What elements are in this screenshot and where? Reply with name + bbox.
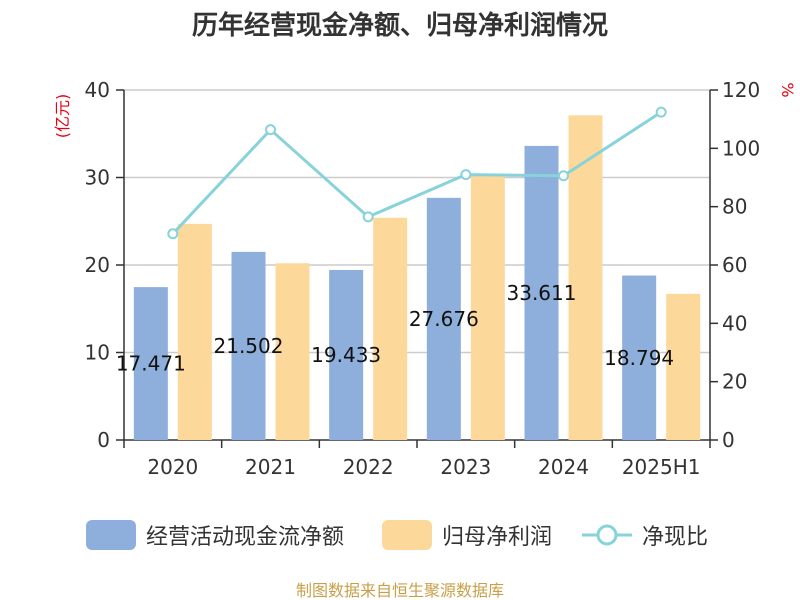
legend-marker-ratio [596, 524, 618, 546]
bar-cashflow [524, 145, 559, 440]
bar-profit [470, 174, 505, 440]
bar-profit [568, 115, 603, 440]
legend-swatch-profit [382, 520, 432, 550]
ratio-point [362, 211, 374, 223]
legend[interactable]: 经营活动现金流净额 归母净利润 净现比 [86, 520, 708, 550]
data-label-cashflow: 19.433 [311, 343, 381, 367]
left-axis-ticks: 0 10 20 30 40 [85, 78, 124, 452]
x-tick-label: 2023 [440, 455, 491, 479]
right-tick-label: 40 [722, 311, 747, 335]
left-tick-label: 0 [97, 428, 110, 452]
ratio-line-series [167, 106, 667, 240]
bar-cashflow [231, 251, 266, 440]
bar-cashflow [133, 287, 168, 440]
ratio-point [460, 169, 472, 181]
data-label-cashflow: 33.611 [507, 281, 577, 305]
bar-profit [177, 223, 212, 440]
legend-label-ratio: 净现比 [642, 525, 708, 550]
right-tick-label: 80 [722, 195, 747, 219]
x-tick-label: 2021 [245, 455, 296, 479]
right-tick-label: 100 [722, 136, 760, 160]
right-tick-label: 120 [722, 78, 760, 102]
source-note: 制图数据来自恒生聚源数据库 [296, 581, 504, 600]
x-axis-ticks: 2020 2021 2022 2023 2024 2025H1 [123, 440, 711, 479]
legend-label-profit: 归母净利润 [442, 525, 552, 550]
x-tick-label: 2020 [147, 455, 198, 479]
data-labels: 17.471 21.502 19.433 27.676 33.611 18.794 [116, 281, 674, 376]
x-tick-label: 2025H1 [622, 455, 701, 479]
right-tick-label: 60 [722, 253, 747, 277]
bar-profit [666, 293, 701, 440]
right-axis-label: % [778, 82, 797, 97]
legend-swatch-cashflow [86, 520, 136, 550]
chart-title: 历年经营现金净额、归母净利润情况 [192, 10, 608, 41]
bar-profit [373, 217, 408, 440]
right-tick-label: 0 [722, 428, 735, 452]
bars [133, 115, 701, 440]
x-tick-label: 2022 [343, 455, 394, 479]
data-label-cashflow: 21.502 [214, 334, 284, 358]
bar-cashflow [426, 197, 461, 440]
legend-label-cashflow: 经营活动现金流净额 [146, 525, 344, 550]
left-axis-label: (亿元) [53, 94, 72, 139]
right-axis-ticks: 0 20 40 60 80 100 120 [710, 78, 760, 452]
ratio-point [655, 106, 667, 118]
left-tick-label: 20 [85, 253, 110, 277]
ratio-point [167, 228, 179, 240]
ratio-point [558, 170, 569, 182]
bar-cashflow [622, 275, 657, 440]
data-label-cashflow: 27.676 [409, 307, 479, 331]
gridlines [124, 89, 710, 354]
bar-cashflow [329, 269, 364, 440]
left-tick-label: 10 [85, 341, 110, 365]
left-tick-label: 30 [85, 166, 110, 190]
data-label-cashflow: 17.471 [116, 352, 186, 376]
right-tick-label: 20 [722, 370, 747, 394]
left-tick-label: 40 [85, 78, 110, 102]
data-label-cashflow: 18.794 [604, 346, 674, 370]
ratio-line [171, 110, 662, 235]
ratio-point [265, 124, 276, 136]
bar-profit [275, 263, 310, 440]
x-tick-label: 2024 [538, 455, 589, 479]
